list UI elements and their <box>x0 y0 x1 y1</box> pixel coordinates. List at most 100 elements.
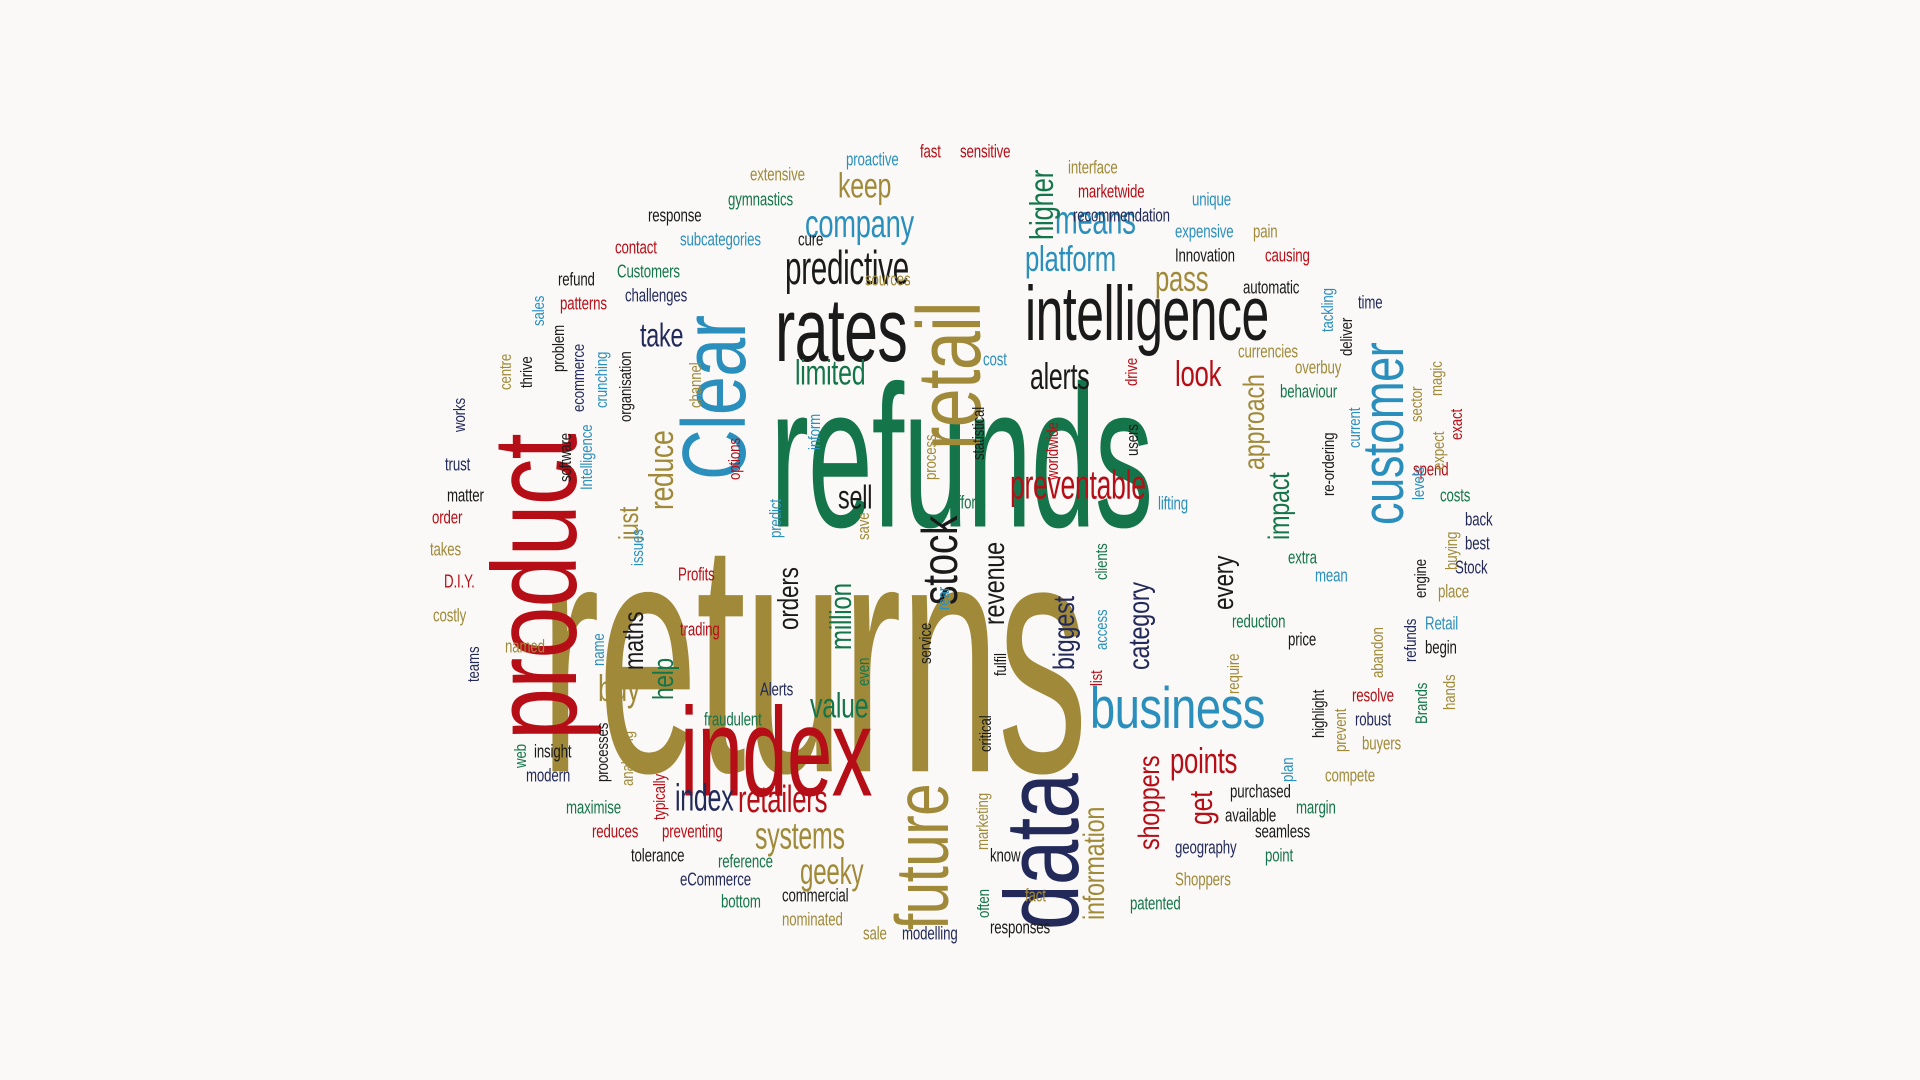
cloud-word: interface <box>1068 156 1118 178</box>
cloud-word: drive <box>1122 357 1141 386</box>
cloud-word: tackling <box>1318 288 1337 332</box>
cloud-word: geography <box>1175 836 1237 858</box>
cloud-word: geeky <box>800 850 864 893</box>
cloud-word: index <box>680 682 873 824</box>
cloud-word: maximise <box>566 796 621 818</box>
cloud-word: service <box>916 622 935 664</box>
cloud-word: responses <box>990 916 1050 938</box>
cloud-word: approach <box>1238 374 1271 470</box>
cloud-word: matter <box>447 484 484 506</box>
cloud-word: abandon <box>1368 627 1387 678</box>
cloud-word: channel <box>686 362 705 408</box>
cloud-word: worldwide <box>1043 422 1062 480</box>
cloud-word: Alerts <box>760 678 794 700</box>
cloud-word: keep <box>838 165 892 206</box>
cloud-word: future <box>880 783 964 930</box>
cloud-word: recommendation <box>1073 204 1170 226</box>
cloud-word: take <box>640 317 684 355</box>
cloud-word: cost <box>983 348 1007 370</box>
cloud-word: teams <box>464 646 483 682</box>
cloud-word: purchased <box>1230 780 1291 802</box>
cloud-word: extra <box>1288 546 1317 568</box>
cloud-word: nominated <box>782 908 843 930</box>
cloud-word: typically <box>650 774 669 820</box>
cloud-word: point <box>1265 844 1294 866</box>
cloud-word: time <box>1358 291 1383 313</box>
cloud-word: mean <box>1315 564 1348 586</box>
cloud-word: even <box>854 657 873 686</box>
cloud-word: pass <box>1155 257 1209 299</box>
cloud-word: options <box>725 438 744 480</box>
cloud-word: costly <box>433 604 467 626</box>
cloud-word: revenue <box>978 542 1011 625</box>
cloud-word: often <box>974 889 993 918</box>
cloud-word: automatic <box>1243 276 1300 298</box>
cloud-word: orders <box>773 567 805 630</box>
cloud-word: spend <box>1413 458 1449 480</box>
cloud-word: levels <box>1409 466 1428 500</box>
cloud-word: shoppers <box>1133 755 1166 850</box>
cloud-word: tolerance <box>631 844 685 866</box>
cloud-word: expensive <box>1175 220 1234 242</box>
cloud-word: Innovation <box>1175 244 1235 266</box>
cloud-word: efforts <box>950 491 986 513</box>
cloud-word: seamless <box>1255 820 1310 842</box>
cloud-word: subcategories <box>680 228 761 250</box>
cloud-word: Retail <box>1425 612 1459 634</box>
cloud-word: fast <box>920 140 941 162</box>
cloud-word: limited <box>795 352 866 393</box>
cloud-word: costs <box>1440 484 1471 506</box>
cloud-word: maths <box>618 611 649 670</box>
cloud-word: fact <box>1025 884 1046 906</box>
cloud-word: get <box>1183 791 1219 825</box>
cloud-word: available <box>1225 804 1277 826</box>
cloud-word: access <box>1092 609 1111 650</box>
cloud-word: hands <box>1440 674 1459 710</box>
cloud-word: Brands <box>1412 682 1431 724</box>
cloud-word: company <box>805 202 914 246</box>
cloud-word: margin <box>1296 796 1336 818</box>
cloud-word: back <box>1465 508 1493 530</box>
cloud-word: preventing <box>662 820 723 842</box>
cloud-word: contact <box>615 236 657 258</box>
cloud-word: best <box>1465 532 1490 554</box>
cloud-word: refund <box>558 268 595 290</box>
cloud-word: reference <box>718 850 773 872</box>
cloud-word: save <box>854 512 873 540</box>
cloud-word: insight <box>534 740 572 762</box>
cloud-word: higher <box>1023 169 1060 240</box>
cloud-word: issues <box>628 529 647 566</box>
cloud-word: eCommerce <box>680 868 752 890</box>
cloud-word: Clear <box>665 315 765 480</box>
cloud-word: predictive <box>785 242 909 295</box>
cloud-word: million <box>823 583 858 650</box>
cloud-word: Profits <box>678 563 715 585</box>
cloud-word: software <box>556 432 575 482</box>
cloud-word: place <box>1438 580 1470 602</box>
cloud-word: require <box>1224 653 1243 694</box>
cloud-word: name <box>589 633 608 666</box>
cloud-word: reduces <box>592 820 639 842</box>
cloud-word: buy <box>598 667 640 710</box>
cloud-word: refunds <box>1401 618 1420 662</box>
cloud-word: overbuy <box>1295 356 1342 378</box>
cloud-word: value <box>810 685 869 726</box>
cloud-word: means <box>1055 197 1136 243</box>
cloud-word: marketing <box>973 792 992 850</box>
cloud-word: points <box>1170 739 1238 781</box>
cloud-word: retailers <box>738 777 828 821</box>
cloud-word: marketwide <box>1078 180 1145 202</box>
cloud-word: rear <box>934 586 953 610</box>
cloud-word: look <box>1175 352 1222 394</box>
cloud-word: refunds <box>770 342 1153 570</box>
cloud-word: extensive <box>750 163 805 185</box>
cloud-word: named <box>505 635 545 657</box>
cloud-word: magic <box>1427 361 1446 396</box>
cloud-word: resolve <box>1352 684 1394 706</box>
cloud-word: Intelligence <box>577 424 596 490</box>
cloud-word: causing <box>1265 244 1310 266</box>
cloud-word: exact <box>1447 408 1466 440</box>
cloud-word: sensitive <box>960 140 1011 162</box>
cloud-word: thrive <box>517 356 536 388</box>
cloud-word: returns <box>540 469 1088 843</box>
